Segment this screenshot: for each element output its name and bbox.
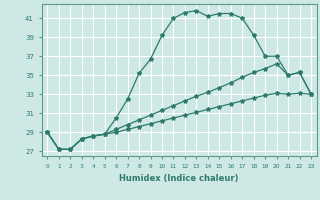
- X-axis label: Humidex (Indice chaleur): Humidex (Indice chaleur): [119, 174, 239, 183]
